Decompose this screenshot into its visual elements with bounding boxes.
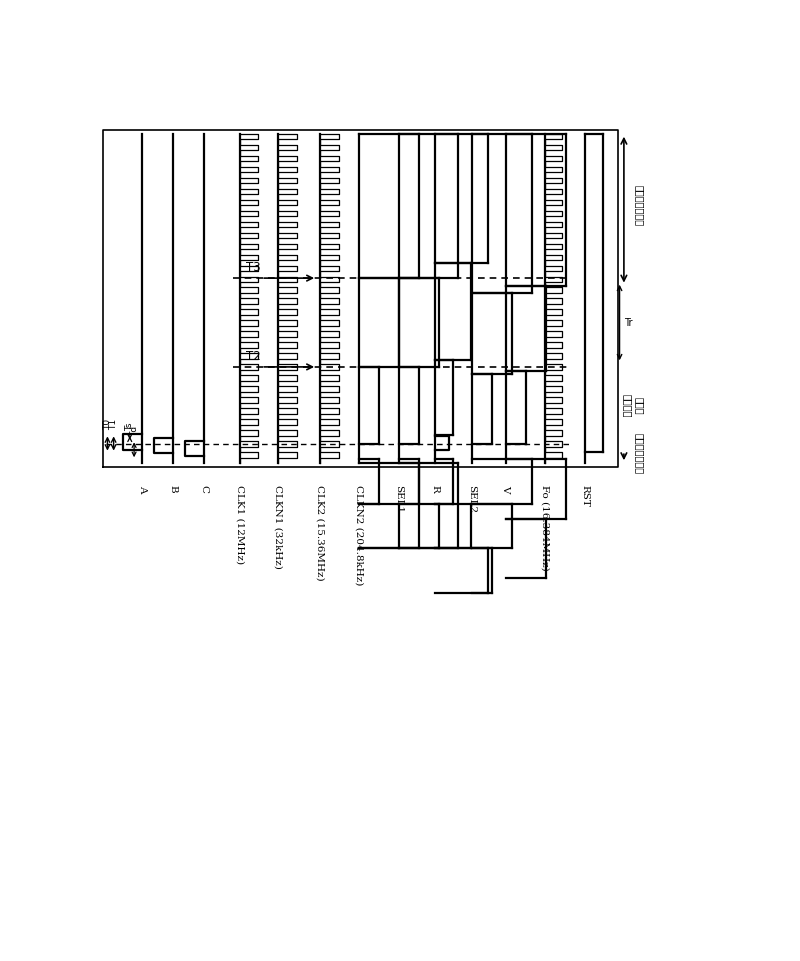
Text: RST: RST [580,485,590,507]
Text: Tr: Tr [625,317,633,328]
Text: A: A [138,485,146,493]
Text: T2: T2 [246,350,261,363]
Text: Fo (16.384MHz): Fo (16.384MHz) [541,485,550,571]
Text: T3: T3 [246,261,260,275]
Text: T1: T1 [109,419,118,430]
Text: C: C [200,485,209,493]
Text: 各分频
电路复位: 各分频 电路复位 [622,394,644,417]
Text: R: R [430,485,439,493]
Text: CLK1 (12MHz): CLK1 (12MHz) [235,485,244,564]
Text: CLKN1 (32kHz): CLKN1 (32kHz) [274,485,282,569]
Text: CLKN2 (204.8kHz): CLKN2 (204.8kHz) [354,485,364,585]
Text: T0: T0 [103,419,112,430]
Text: B: B [169,485,178,493]
Text: 各分频电路运转: 各分频电路运转 [634,432,645,474]
Text: Ts: Ts [126,423,134,431]
Text: 各分频电路运转: 各分频电路运转 [634,185,645,227]
Text: CLK2 (15.36MHz): CLK2 (15.36MHz) [315,485,325,581]
Text: Td: Td [130,426,138,437]
Text: SEL1: SEL1 [394,485,403,513]
Text: SEL2: SEL2 [467,485,477,513]
Text: V: V [502,485,510,493]
